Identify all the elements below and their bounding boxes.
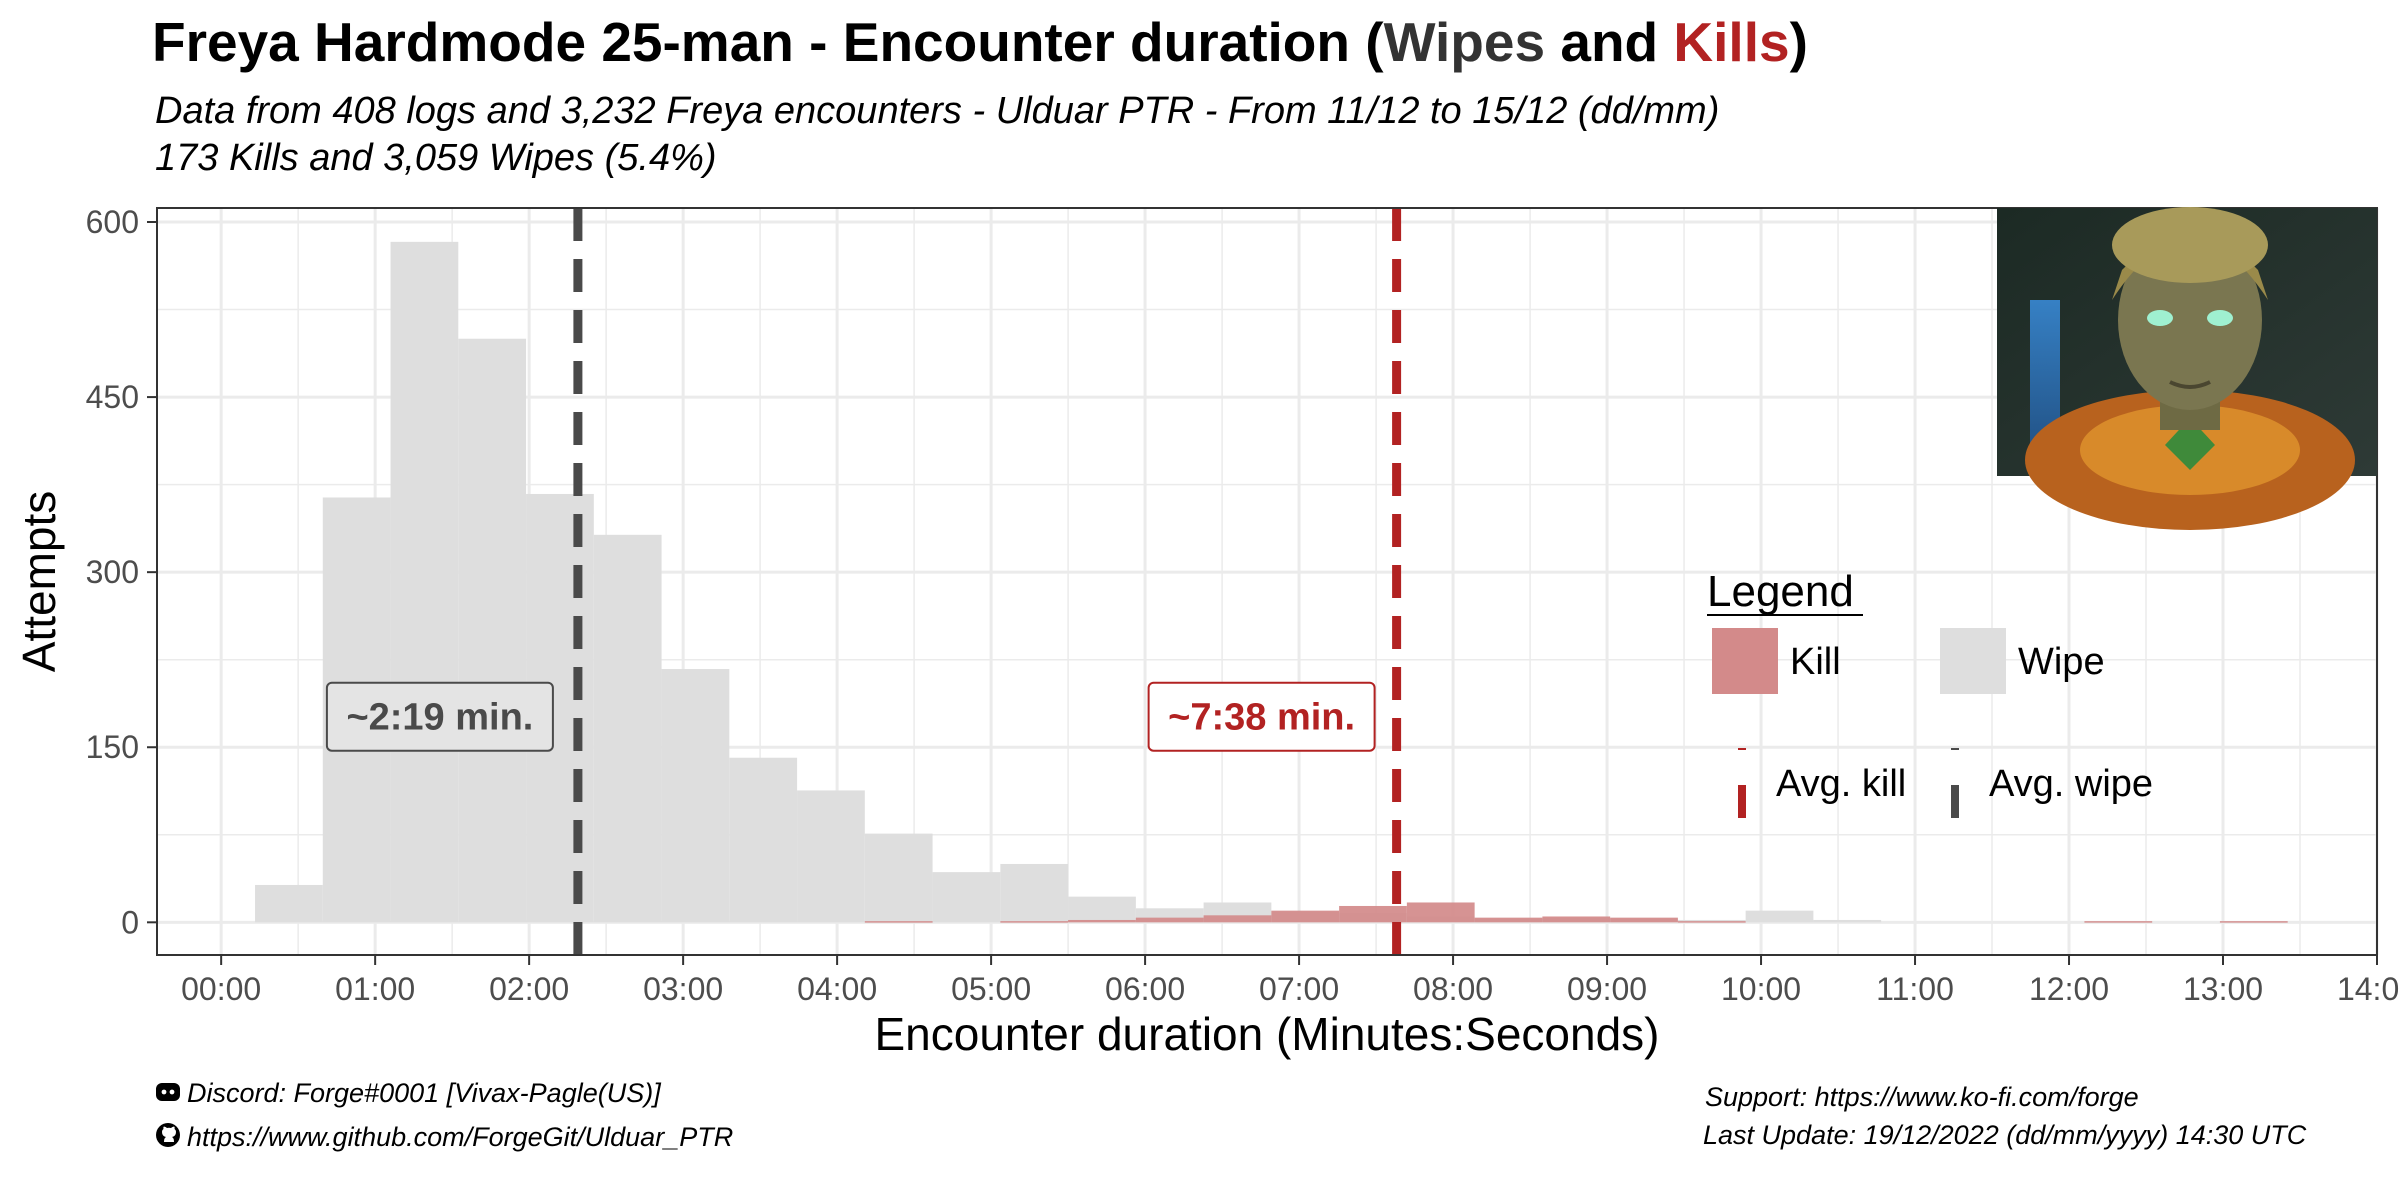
- kill-bar: [1135, 917, 1204, 923]
- kill-bar: [1068, 919, 1136, 923]
- x-tick-label: 12:00: [2029, 971, 2109, 1007]
- legend-avg-wipe-label: Avg. wipe: [1989, 763, 2153, 805]
- annotation-wipe-label: ~2:19 min.: [346, 697, 533, 739]
- kill-bar: [1406, 902, 1475, 923]
- wipe-bar: [1813, 919, 1882, 923]
- freya-portrait-icon: [1997, 207, 2377, 530]
- legend-title: Legend: [1707, 567, 1854, 616]
- kill-bar: [1339, 905, 1407, 923]
- wipe-bar: [729, 757, 798, 923]
- kill-bar: [2219, 921, 2288, 923]
- x-tick-label: 14:00: [2337, 971, 2400, 1007]
- x-axis-label: Encounter duration (Minutes:Seconds): [875, 1008, 1660, 1060]
- github-icon: [155, 1122, 181, 1155]
- y-tick-label: 300: [86, 554, 139, 590]
- title-kills-word: Kills: [1673, 11, 1790, 73]
- wipe-bar: [255, 884, 323, 923]
- x-tick-label: 01:00: [335, 971, 415, 1007]
- kill-bar: [2084, 921, 2153, 923]
- x-tick-label: 07:00: [1259, 971, 1339, 1007]
- wipe-bar: [1745, 910, 1814, 923]
- y-tick-label: 150: [86, 729, 139, 765]
- y-axis-label: Attempts: [13, 491, 65, 673]
- x-tick-label: 00:00: [181, 971, 261, 1007]
- annotation-kill-label: ~7:38 min.: [1168, 697, 1355, 739]
- x-tick-label: 08:00: [1413, 971, 1493, 1007]
- chart-subtitle-line2: 173 Kills and 3,059 Wipes (5.4%): [155, 137, 717, 179]
- y-tick-label: 600: [86, 204, 139, 240]
- discord-icon: [155, 1079, 181, 1110]
- legend-kill-label: Kill: [1790, 641, 1841, 683]
- kill-bar: [1203, 915, 1272, 923]
- chart-subtitle-line1: Data from 408 logs and 3,232 Freya encou…: [155, 90, 1720, 132]
- panel-border: [156, 207, 2378, 956]
- wipe-bar: [390, 241, 459, 923]
- bars-layer: [255, 241, 2288, 923]
- footer-github[interactable]: https://www.github.com/ForgeGit/Ulduar_P…: [155, 1122, 733, 1155]
- legend-wipe-label: Wipe: [2018, 641, 2105, 683]
- average-lines-layer: [573, 208, 1402, 955]
- kill-bar: [1610, 917, 1678, 923]
- footer-support-link[interactable]: Support: https://www.ko-fi.com/forge: [1705, 1082, 2139, 1112]
- y-tick-label: 0: [121, 904, 139, 940]
- kill-bar: [1000, 921, 1069, 923]
- wipe-bar: [864, 833, 933, 923]
- y-tick-label: 450: [86, 379, 139, 415]
- title-wipes-word: Wipes: [1383, 11, 1546, 73]
- axis-layer: 00:00 01:00 02:00 03:00 04:00 05:00 06:00 07:00…: [13, 204, 2400, 1060]
- wipe-bar: [932, 872, 1001, 923]
- chart-title: Freya Hardmode 25-man - Encounter durati…: [152, 11, 1808, 73]
- annotation-layer: ~2:19 min. ~7:38 min.: [325, 681, 1376, 752]
- footer-discord: Discord: Forge#0001 [Vivax-Pagle(US)]: [155, 1078, 661, 1110]
- wipe-bar: [593, 534, 662, 923]
- footer-last-update: Last Update: 19/12/2022 (dd/mm/yyyy) 14:…: [1703, 1120, 2307, 1150]
- x-tick-label: 03:00: [643, 971, 723, 1007]
- x-tick-label: 05:00: [951, 971, 1031, 1007]
- x-tick-label: 04:00: [797, 971, 877, 1007]
- annotation-box: [1147, 681, 1376, 752]
- x-tick-label: 09:00: [1567, 971, 1647, 1007]
- wipe-bar: [1068, 896, 1136, 923]
- kill-bar: [1677, 921, 1746, 923]
- kill-bar: [1474, 917, 1543, 923]
- x-tick-label: 02:00: [489, 971, 569, 1007]
- kill-bar: [864, 921, 933, 923]
- wipe-bar: [797, 790, 865, 923]
- x-tick-label: 06:00: [1105, 971, 1185, 1007]
- wipe-bar: [661, 669, 730, 923]
- kill-bar: [1542, 916, 1611, 923]
- legend-avg-kill-label: Avg. kill: [1776, 763, 1906, 805]
- x-tick-label: 10:00: [1721, 971, 1801, 1007]
- legend-wipe-swatch: [1940, 628, 2006, 694]
- x-tick-label: 11:00: [1876, 971, 1954, 1007]
- legend-kill-swatch: [1712, 628, 1778, 694]
- kill-bar: [1271, 910, 1340, 923]
- legend: Legend Kill Wipe Avg. kill Avg. wipe: [1707, 567, 2153, 818]
- x-tick-label: 13:00: [2183, 971, 2263, 1007]
- wipe-bar: [1000, 863, 1069, 923]
- annotation-box: [325, 681, 554, 752]
- wipe-bar: [458, 338, 527, 923]
